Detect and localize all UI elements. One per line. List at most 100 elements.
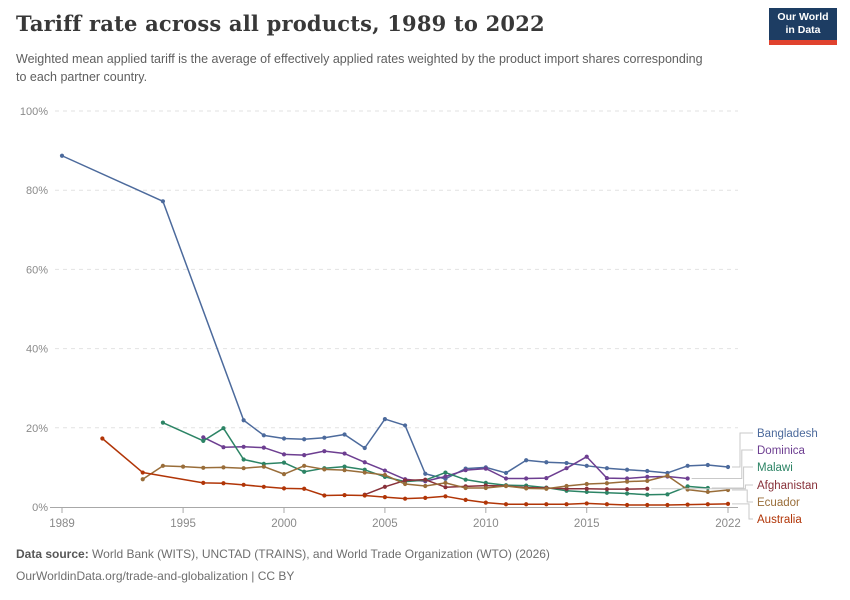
legend-label-bangladesh[interactable]: Bangladesh [757,428,818,440]
data-point[interactable] [725,501,731,506]
data-point[interactable] [624,476,630,481]
data-point[interactable] [382,416,388,422]
data-point[interactable] [503,476,509,481]
data-point[interactable] [584,463,589,468]
data-point[interactable] [302,437,307,442]
data-point[interactable] [604,466,610,471]
data-point[interactable] [544,460,549,465]
data-point[interactable] [241,444,246,449]
data-point[interactable] [524,502,529,507]
data-point[interactable] [382,484,388,489]
data-point[interactable] [463,485,468,491]
data-point[interactable] [645,478,650,483]
data-point[interactable] [241,418,246,423]
data-point[interactable] [624,487,630,492]
owid-logo[interactable]: Our World in Data [769,8,837,40]
data-point[interactable] [221,465,226,470]
data-point[interactable] [604,487,610,492]
data-point[interactable] [584,481,589,487]
data-point[interactable] [261,433,266,438]
data-point[interactable] [544,475,549,481]
data-point[interactable] [624,467,630,472]
data-point[interactable] [261,484,266,489]
data-point[interactable] [645,486,650,491]
data-point[interactable] [59,153,65,158]
data-point[interactable] [362,460,367,465]
data-point[interactable] [665,492,670,497]
data-point[interactable] [705,485,710,491]
data-point[interactable] [322,449,327,454]
data-point[interactable] [281,460,287,465]
data-point[interactable] [665,502,670,508]
data-point[interactable] [382,495,388,500]
data-point[interactable] [342,451,347,456]
data-point[interactable] [382,468,388,473]
data-point[interactable] [524,458,529,463]
data-point[interactable] [402,478,408,483]
data-point[interactable] [201,465,206,470]
data-point[interactable] [180,464,186,469]
data-point[interactable] [402,423,408,428]
legend-label-malawi[interactable]: Malawi [757,462,793,474]
data-point[interactable] [221,481,226,486]
data-point[interactable] [342,464,347,469]
data-point[interactable] [463,497,468,502]
data-point[interactable] [322,467,327,472]
data-point[interactable] [645,474,650,480]
data-point[interactable] [483,500,488,505]
owid-url-link[interactable]: OurWorldinData.org/trade-and-globalizati… [16,569,248,583]
data-point[interactable] [604,475,610,481]
data-point[interactable] [564,460,569,466]
data-point[interactable] [564,466,569,471]
data-point[interactable] [302,486,307,491]
data-point[interactable] [362,493,367,498]
data-point[interactable] [221,445,226,450]
data-point[interactable] [503,483,509,489]
data-point[interactable] [483,466,488,471]
data-point[interactable] [645,492,650,497]
series-line-ecuador[interactable] [142,465,729,493]
data-point[interactable] [160,420,166,425]
data-point[interactable] [221,426,226,431]
data-point[interactable] [100,436,105,441]
data-point[interactable] [503,470,509,476]
data-point[interactable] [665,473,670,478]
data-point[interactable] [302,469,307,474]
data-point[interactable] [564,483,569,489]
data-point[interactable] [281,452,287,457]
data-point[interactable] [423,483,428,489]
data-point[interactable] [241,466,246,471]
data-point[interactable] [140,470,145,475]
data-point[interactable] [624,491,630,496]
series-line-bangladesh[interactable] [61,155,729,480]
data-point[interactable] [443,480,448,485]
legend-label-afghanistan[interactable]: Afghanistan [757,480,818,492]
data-point[interactable] [201,438,206,443]
data-point[interactable] [685,476,690,481]
legend-label-australia[interactable]: Australia [757,514,802,526]
data-point[interactable] [160,463,166,468]
data-point[interactable] [584,489,589,495]
data-point[interactable] [604,481,610,486]
data-point[interactable] [483,485,488,491]
data-point[interactable] [281,486,287,491]
data-point[interactable] [624,502,630,508]
data-point[interactable] [705,502,710,507]
data-point[interactable] [463,468,468,473]
data-point[interactable] [342,432,347,437]
data-point[interactable] [322,493,327,498]
data-point[interactable] [201,435,206,440]
data-point[interactable] [201,480,206,485]
data-point[interactable] [645,468,650,474]
data-point[interactable] [423,471,428,476]
data-point[interactable] [705,462,710,468]
data-point[interactable] [463,477,468,482]
data-point[interactable] [503,502,509,507]
data-point[interactable] [443,474,448,479]
data-point[interactable] [302,463,307,468]
data-point[interactable] [685,502,690,507]
data-point[interactable] [382,472,388,478]
data-point[interactable] [402,481,408,487]
data-point[interactable] [443,485,448,490]
data-point[interactable] [402,496,408,501]
